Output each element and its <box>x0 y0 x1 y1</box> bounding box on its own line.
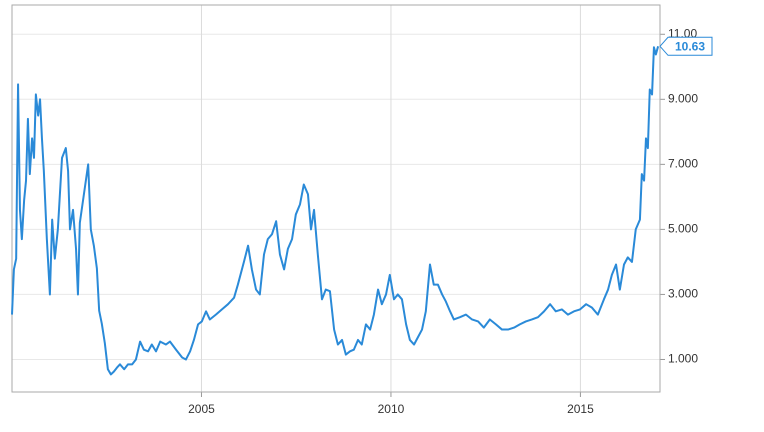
x-tick-label: 2005 <box>188 402 215 416</box>
plot-background <box>12 5 660 392</box>
last-value-label: 10.63 <box>675 39 705 53</box>
price-line <box>11 46 660 376</box>
y-tick-label: 9.000 <box>668 91 698 105</box>
y-tick-label: 5.000 <box>668 222 698 236</box>
x-tick-label: 2015 <box>567 402 594 416</box>
y-tick-label: 7.000 <box>668 157 698 171</box>
y-tick-label: 1.000 <box>668 352 698 366</box>
y-tick-label: 3.000 <box>668 287 698 301</box>
plot-border <box>11 4 661 393</box>
x-tick-label: 2010 <box>378 402 405 416</box>
last-value-flag: 10.63 <box>659 36 713 56</box>
last-value-box <box>659 36 713 56</box>
